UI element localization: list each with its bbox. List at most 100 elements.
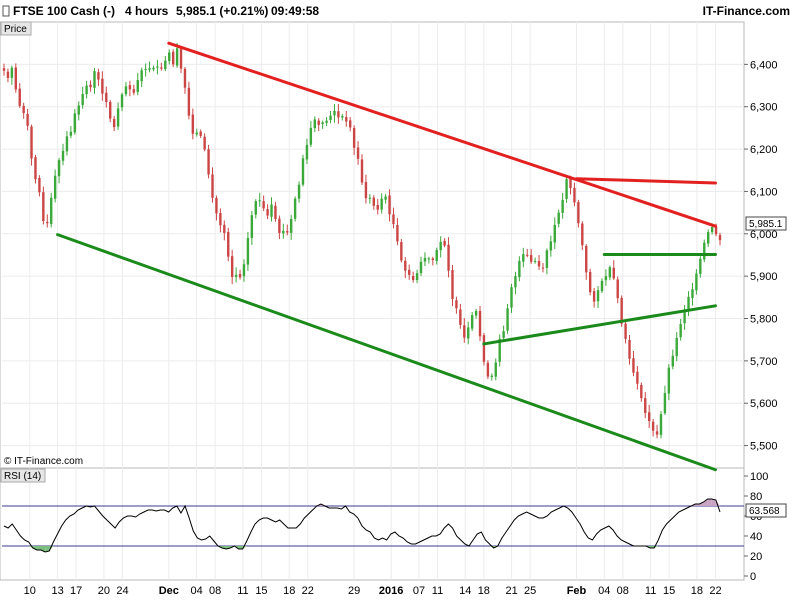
candle-body <box>278 218 281 233</box>
candle-body <box>230 256 234 277</box>
candle-body <box>510 287 513 308</box>
candle-body <box>459 309 462 325</box>
x-tick-label: 13 <box>51 585 63 597</box>
candle-body <box>714 226 718 235</box>
candle-body <box>537 261 541 267</box>
resistance-level[interactable] <box>574 177 717 185</box>
y-tick-label: 6,300 <box>750 102 778 114</box>
x-tick-label: 11 <box>237 585 248 597</box>
candle-body <box>73 113 77 133</box>
candle-body <box>636 371 639 384</box>
candle-body <box>57 160 61 177</box>
candle-body <box>419 261 423 274</box>
candle-body <box>427 258 431 260</box>
last-rsi-badge <box>745 503 787 518</box>
candle-body <box>85 85 88 95</box>
candle-body <box>81 94 84 106</box>
candle-body <box>168 52 171 61</box>
rsi-panel-label: RSI (14) <box>4 471 41 482</box>
candle-body <box>628 340 631 359</box>
x-tick-label: 11 <box>432 585 443 597</box>
x-tick-label: 15 <box>663 585 675 597</box>
resistance-line[interactable] <box>167 41 717 228</box>
last-price-label: 5,985.1 <box>749 219 783 230</box>
x-tick-label: 25 <box>524 585 536 597</box>
candle-body <box>506 308 509 331</box>
support-rising-line[interactable] <box>482 304 717 346</box>
candle-body <box>588 272 592 293</box>
candle-body <box>478 310 482 337</box>
price-y-axis: 5,500 5,600 5,700 5,800 5,900 6,000 6,100 6,200… <box>744 59 778 453</box>
candle-body <box>22 105 25 114</box>
candle-body <box>435 249 438 262</box>
candle-body <box>675 337 678 357</box>
candle-body <box>148 68 151 70</box>
last-price-badge <box>745 216 787 231</box>
candle-body <box>620 297 623 324</box>
candle-body <box>203 136 206 150</box>
candle-body <box>396 225 399 242</box>
candle-body <box>404 260 407 271</box>
y-tick-label: 5,500 <box>750 441 778 453</box>
candle-body <box>616 279 619 299</box>
candle-body <box>325 120 328 123</box>
rsi-oversold-fill <box>45 546 50 552</box>
collapse-icon[interactable] <box>2 5 10 17</box>
candle-body <box>297 184 301 199</box>
candle-body <box>270 204 273 217</box>
candle-body <box>313 119 316 129</box>
candle-body <box>211 174 214 198</box>
candle-body <box>132 89 136 93</box>
candle-body <box>687 296 690 311</box>
candle-body <box>262 201 265 209</box>
x-tick-label: 14 <box>459 585 471 597</box>
candle-body <box>116 108 120 127</box>
x-tick-label: 22 <box>709 585 721 597</box>
candle-body <box>164 60 167 70</box>
candle-body <box>455 300 458 309</box>
candle-body <box>608 267 612 278</box>
support-channel-line[interactable] <box>56 233 717 472</box>
price-change-label: 5,985.1 (+0.21%) <box>176 4 268 18</box>
candle-body <box>289 218 293 233</box>
candle-body <box>498 338 501 362</box>
timeframe-label: 4 hours <box>125 4 169 18</box>
y-tick-label: 6,100 <box>750 186 778 198</box>
candle-body <box>136 80 139 92</box>
candle-body <box>647 412 651 422</box>
candle-body <box>144 69 147 71</box>
x-tick-label: 08 <box>617 585 629 597</box>
candle-body <box>392 214 395 225</box>
candle-body <box>356 147 360 159</box>
y-tick-label: 6,200 <box>750 144 778 156</box>
rsi-tick-label: 80 <box>750 491 762 503</box>
candle-body <box>596 290 600 302</box>
candle-body <box>254 201 257 215</box>
candle-body <box>152 67 155 70</box>
candle-body <box>69 131 73 136</box>
grid <box>2 22 744 580</box>
x-tick-label: 2016 <box>379 585 403 597</box>
x-tick-label: 18 <box>691 585 703 597</box>
candle-body <box>592 291 596 302</box>
candle-body <box>439 241 442 251</box>
candle-body <box>97 72 100 80</box>
candle-body <box>655 431 659 435</box>
x-tick-label: Feb <box>567 585 587 597</box>
candle-body <box>451 270 454 300</box>
candle-body <box>372 197 376 206</box>
rsi-tick-label: 20 <box>750 551 762 563</box>
rsi-levels <box>2 505 744 547</box>
x-tick-label: 24 <box>116 585 128 597</box>
candle-body <box>89 84 92 88</box>
candle-body <box>400 242 403 261</box>
candle-body <box>93 71 96 88</box>
candle-body <box>191 114 195 134</box>
candle-body <box>30 126 33 159</box>
candle-body <box>663 393 667 414</box>
candle-body <box>171 51 175 65</box>
candle-body <box>376 205 379 210</box>
candle-body <box>65 136 69 152</box>
